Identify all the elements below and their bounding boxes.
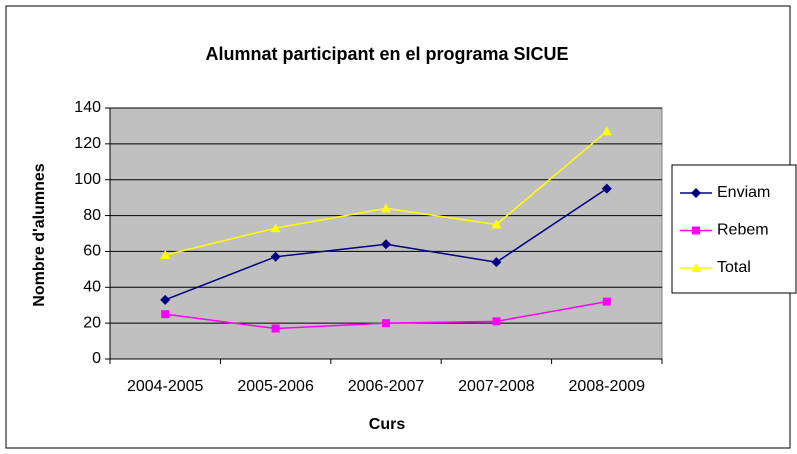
marker [692,226,700,235]
y-tick-label: 40 [83,279,101,296]
marker [161,310,170,319]
chart-title: Alumnat participant en el programa SICUE [205,44,568,64]
y-tick-label: 140 [74,99,101,116]
y-axis-label: Nombre d'alumnes [31,163,48,306]
marker [602,297,611,306]
marker [160,294,171,305]
marker [270,223,281,233]
marker [691,263,701,272]
y-tick-label: 100 [74,171,101,188]
x-tick-label: 2005-2006 [237,378,314,395]
marker [492,317,501,326]
y-tick-label: 20 [83,314,101,331]
marker [691,188,701,198]
marker [491,257,502,268]
y-tick-label: 80 [83,207,101,224]
marker [381,203,391,213]
marker [382,319,390,328]
x-tick-label: 2008-2009 [569,378,646,395]
x-axis-label: Curs [369,416,406,433]
marker [160,250,171,260]
legend-label: Total [717,259,751,276]
x-tick-label: 2007-2008 [458,378,535,395]
marker [270,251,281,262]
y-tick-label: 60 [83,243,101,260]
y-tick-label: 120 [74,135,101,152]
marker [491,219,502,229]
marker [271,324,280,333]
marker [601,126,612,136]
x-tick-label: 2004-2005 [127,378,204,395]
y-tick-label: 0 [92,350,101,367]
x-tick-label: 2006-2007 [348,378,425,395]
plot-area [109,107,663,360]
legend-label: Rebem [717,222,769,239]
legend-label: Enviam [717,184,770,201]
marker [381,239,391,250]
marker [601,183,612,194]
